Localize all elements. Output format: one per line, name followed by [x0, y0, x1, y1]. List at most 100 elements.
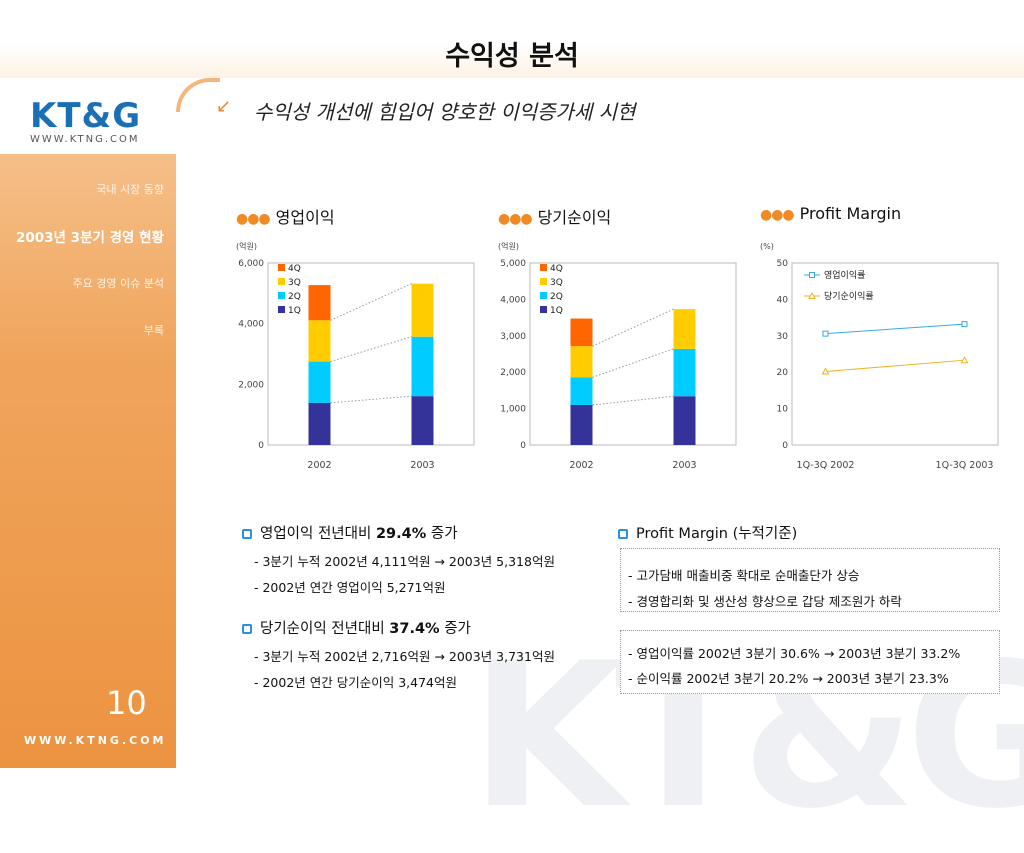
ktg-logo: KT&G [30, 96, 142, 136]
bar-connector-line [330, 283, 412, 321]
legend-label: 영업이익률 [824, 269, 865, 281]
legend-swatch [278, 306, 285, 313]
series-line [825, 323, 965, 335]
bar-segment [570, 404, 593, 445]
bar-segment [308, 320, 331, 362]
y-tick-label: 4,000 [238, 320, 264, 330]
data-point [960, 356, 969, 364]
dots-icon: ●●● [760, 207, 795, 223]
chart-header-margin: ●●● Profit Margin [760, 204, 902, 223]
data-point [821, 367, 830, 375]
data-point [822, 330, 829, 337]
legend-label: 1Q [550, 306, 563, 316]
bar-segment [570, 318, 593, 347]
bullet-icon [242, 529, 252, 539]
y-tick-label: 20 [777, 368, 789, 378]
margin-values-box [620, 630, 1000, 694]
nav-item-market[interactable]: 국내 시장 동향 [96, 183, 164, 196]
nav-item-q3-status[interactable]: 2003년 3분기 경영 현황 [15, 230, 164, 246]
nav-item-issues[interactable]: 주요 경영 이슈 분석 [72, 277, 164, 290]
logo-area [0, 78, 176, 154]
legend-label: 1Q [288, 306, 301, 316]
dots-icon: ●●● [498, 211, 533, 227]
legend-swatch [278, 264, 285, 271]
legend-swatch [540, 264, 547, 271]
y-tick-label: 4,000 [500, 295, 526, 305]
op-note-title: 영업이익 전년대비 29.4% 증가 [242, 522, 458, 543]
bar-segment [308, 361, 331, 403]
nav-item-appendix[interactable]: 부록 [143, 324, 164, 337]
x-category-label: 2003 [672, 460, 696, 471]
chart-header-op: ●●● 영업이익 [236, 208, 335, 227]
margin-reason-2: - 경영합리화 및 생산성 향상으로 갑당 제조원가 하락 [628, 594, 902, 609]
data-point [961, 321, 968, 328]
plot-frame [791, 262, 999, 446]
x-category-label: 2002 [569, 460, 593, 471]
bar-connector-line [592, 308, 674, 347]
bar-segment [308, 402, 331, 445]
legend-marker [809, 272, 815, 278]
op-note-line1: - 3분기 누적 2002년 4,111억원 → 2003년 5,318억원 [254, 554, 555, 569]
legend-swatch [278, 278, 285, 285]
axis-unit: (%) [760, 242, 774, 251]
bullet-icon [618, 529, 628, 539]
legend-label: 3Q [288, 278, 301, 288]
slide-subtitle: 수익성 개선에 힘입어 양호한 이익증가세 시현 [254, 100, 636, 124]
bar-segment [673, 309, 696, 349]
y-tick-label: 3,000 [500, 332, 526, 342]
bar-connector-line [592, 395, 674, 406]
net-note-title: 당기순이익 전년대비 37.4% 증가 [242, 617, 471, 638]
bar-segment [673, 396, 696, 445]
page-number: 10 [106, 684, 147, 722]
plot-frame [267, 262, 475, 446]
bar-segment [411, 396, 434, 445]
bar-segment [570, 346, 593, 378]
y-tick-label: 5,000 [500, 259, 526, 269]
net-note-line2: - 2002년 연간 당기순이익 3,474억원 [254, 675, 458, 690]
top-band [0, 0, 1024, 78]
operating-profit-chart: (억원) 0 2,000 4,000 6,000 4Q 3Q 2Q 1Q 2002 2003 [236, 241, 475, 471]
plot-frame [529, 262, 737, 446]
bar-segment [411, 283, 434, 337]
sidebar [0, 78, 176, 768]
op-note-line2: - 2002년 연간 영업이익 5,271억원 [254, 580, 446, 595]
x-category-label: 1Q-3Q 2002 [797, 460, 855, 471]
legend-marker [808, 291, 816, 299]
bar-segment [411, 336, 434, 397]
y-tick-label: 6,000 [238, 259, 264, 269]
bottom-url: WWW.KTNG.COM [24, 734, 167, 747]
y-tick-label: 2,000 [238, 380, 264, 390]
margin-reason-box [620, 548, 1000, 612]
series-line [825, 359, 965, 372]
y-tick-label: 40 [777, 295, 789, 305]
bar-segment [673, 348, 696, 397]
legend-label: 2Q [550, 292, 563, 302]
logo-url: WWW.KTNG.COM [30, 134, 140, 145]
y-tick-label: 0 [782, 441, 788, 451]
x-category-label: 2003 [410, 460, 434, 471]
y-tick-label: 2,000 [500, 368, 526, 378]
legend-label: 당기순이익률 [824, 290, 874, 302]
bar-connector-line [330, 336, 412, 363]
net-note-line1: - 3분기 누적 2002년 2,716억원 → 2003년 3,731억원 [254, 649, 555, 664]
chart-header-net: ●●● 당기순이익 [498, 208, 612, 227]
bar-connector-line [330, 395, 412, 404]
bar-segment [570, 377, 593, 405]
y-tick-label: 0 [520, 441, 526, 451]
legend-swatch [278, 292, 285, 299]
arrow-icon: ↙ [216, 96, 232, 117]
legend-label: 3Q [550, 278, 563, 288]
bar-connector-line [592, 348, 674, 378]
y-tick-label: 50 [777, 259, 789, 269]
legend-swatch [540, 306, 547, 313]
x-category-label: 1Q-3Q 2003 [936, 460, 994, 471]
legend-swatch [540, 278, 547, 285]
y-tick-label: 1,000 [500, 405, 526, 415]
legend-label: 4Q [550, 264, 563, 274]
margin-value-1: - 영업이익률 2002년 3분기 30.6% → 2003년 3분기 33.2… [628, 646, 961, 661]
axis-unit: (억원) [236, 241, 257, 251]
legend-label: 2Q [288, 292, 301, 302]
dots-icon: ●●● [236, 211, 271, 227]
margin-reason-1: - 고가담배 매출비중 확대로 순매출단가 상승 [628, 568, 860, 583]
